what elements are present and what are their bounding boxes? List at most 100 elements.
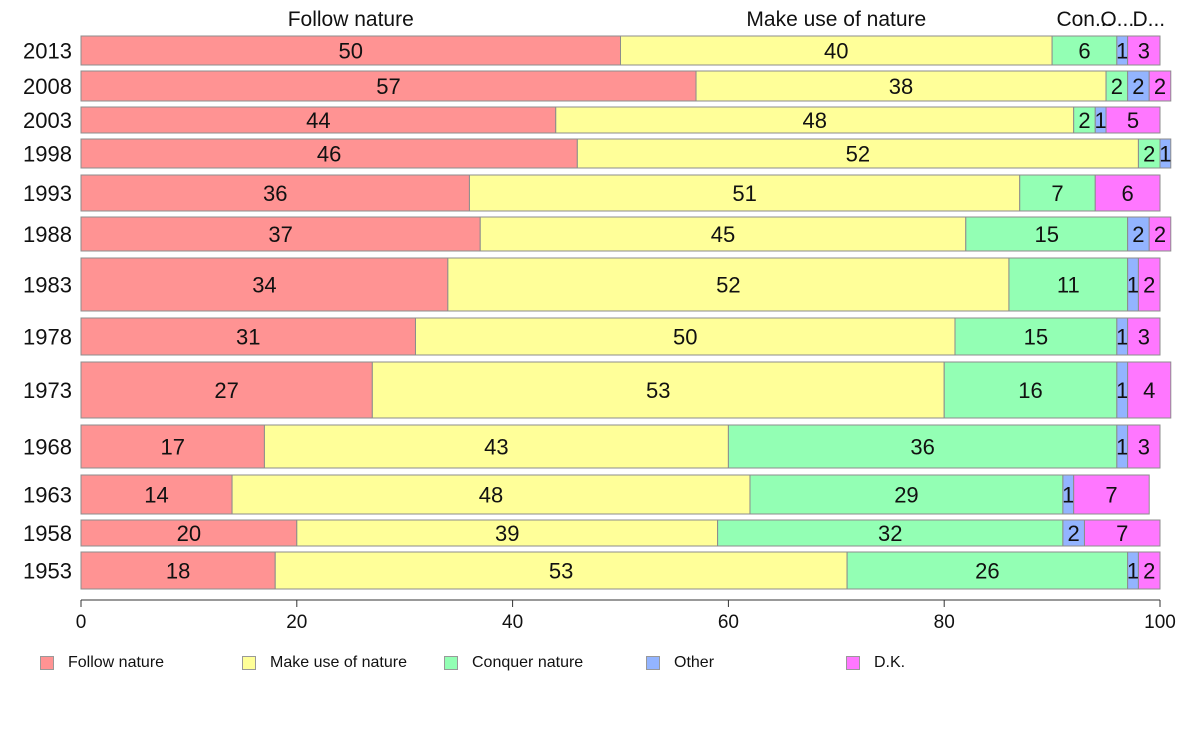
legend-item: Make use of nature — [242, 650, 407, 676]
legend: Follow nature Make use of nature Conquer n… — [0, 650, 1188, 676]
y-tick-label: 1973 — [23, 378, 72, 403]
y-tick-label: 1978 — [23, 325, 72, 350]
data-label: 5 — [1127, 108, 1139, 133]
y-tick-label: 1993 — [23, 181, 72, 206]
segment-header-label: O... — [1100, 8, 1134, 31]
bar-segment — [296, 519, 719, 547]
data-label: 48 — [802, 108, 826, 133]
bar-segment — [965, 216, 1129, 252]
data-label: 39 — [495, 521, 519, 546]
data-label: 44 — [306, 108, 330, 133]
bar-segment — [1073, 474, 1150, 515]
data-label: 34 — [252, 273, 276, 298]
bar-segment — [80, 361, 373, 419]
data-label: 1 — [1127, 559, 1139, 584]
y-tick-label: 1963 — [23, 483, 72, 508]
data-label: 2 — [1154, 222, 1166, 247]
bar-segment — [1083, 519, 1161, 547]
data-label: 6 — [1078, 39, 1090, 64]
legend-item: D.K. — [846, 650, 905, 676]
bar-segment — [555, 106, 1075, 134]
legend-swatch — [846, 656, 860, 670]
y-tick-label: 1998 — [23, 142, 72, 167]
bar-segment — [447, 257, 1010, 312]
data-label: 50 — [339, 39, 363, 64]
data-label: 57 — [376, 74, 400, 99]
data-label: 32 — [878, 521, 902, 546]
bar-segment — [80, 424, 265, 469]
data-label: 2 — [1068, 521, 1080, 546]
segment-header-label: Follow nature — [288, 8, 414, 31]
bar-segment — [1127, 361, 1172, 419]
x-tick-label: 0 — [76, 612, 87, 633]
bar-segment — [1127, 317, 1161, 356]
bar-row-2013: 50 40 6 1 3 — [80, 35, 1161, 66]
data-label: 29 — [894, 483, 918, 508]
data-label: 2 — [1143, 142, 1155, 167]
segment-header-labels: Follow nature Make use of nature Con...O..… — [288, 8, 1165, 31]
data-label: 1 — [1116, 39, 1128, 64]
bar-segment — [1105, 106, 1161, 134]
bar-row-2003: 44 48 2 1 5 — [80, 106, 1161, 134]
data-label: 15 — [1034, 222, 1058, 247]
y-tick-label: 1968 — [23, 435, 72, 460]
bar-segment — [846, 551, 1129, 590]
bar-row-1963: 14 48 29 1 7 — [80, 474, 1150, 515]
data-label: 7 — [1105, 483, 1117, 508]
data-label: 14 — [144, 483, 168, 508]
stacked-bar-chart: Follow nature Make use of nature Con...O..… — [23, 8, 1176, 633]
bar-segment — [80, 106, 557, 134]
y-tick-label: 2013 — [23, 39, 72, 64]
data-label: 36 — [263, 181, 287, 206]
bar-segment — [727, 424, 1118, 469]
bar-segment — [717, 519, 1064, 547]
bar-segment — [80, 474, 233, 515]
bar-segment — [479, 216, 967, 252]
data-label: 1 — [1116, 378, 1128, 403]
data-label: 3 — [1138, 325, 1150, 350]
bar-segment — [1148, 70, 1172, 102]
bar-segment — [943, 361, 1118, 419]
data-label: 52 — [846, 142, 870, 167]
y-tick-label: 2003 — [23, 108, 72, 133]
bar-segment — [576, 138, 1139, 169]
bar-segment — [1008, 257, 1129, 312]
bar-row-2008: 57 38 2 2 2 — [80, 70, 1172, 102]
data-label: 52 — [716, 273, 740, 298]
data-label: 18 — [166, 559, 190, 584]
data-label: 36 — [910, 435, 934, 460]
data-label: 7 — [1116, 521, 1128, 546]
legend-item: Conquer nature — [444, 650, 583, 676]
data-label: 2 — [1132, 222, 1144, 247]
legend-label: Other — [674, 654, 715, 671]
legend-swatch — [242, 656, 256, 670]
legend-label: Follow nature — [68, 654, 165, 671]
segment-header-label: Con... — [1056, 8, 1112, 31]
x-tick-label: 20 — [286, 612, 307, 633]
bar-segment — [80, 138, 578, 169]
data-label: 1 — [1159, 142, 1171, 167]
bar-segment — [1137, 257, 1161, 312]
data-label: 2 — [1143, 273, 1155, 298]
bar-segment — [414, 317, 956, 356]
data-label: 40 — [824, 39, 848, 64]
data-label: 1 — [1062, 483, 1074, 508]
bar-segment — [1159, 138, 1172, 169]
data-label: 46 — [317, 142, 341, 167]
data-label: 53 — [646, 378, 670, 403]
data-label: 11 — [1057, 273, 1080, 298]
data-label: 51 — [732, 181, 756, 206]
data-label: 3 — [1138, 39, 1150, 64]
y-tick-label: 2008 — [23, 74, 72, 99]
bar-segment — [80, 216, 481, 252]
bar-segment — [620, 35, 1053, 66]
legend-swatch — [444, 656, 458, 670]
x-tick-label: 40 — [502, 612, 523, 633]
bar-segment — [80, 257, 449, 312]
bar-segment — [1019, 174, 1096, 212]
bar-segment — [80, 70, 697, 102]
data-label: 17 — [160, 435, 184, 460]
x-tick-label: 80 — [934, 612, 955, 633]
data-label: 15 — [1024, 325, 1048, 350]
data-label: 45 — [711, 222, 735, 247]
